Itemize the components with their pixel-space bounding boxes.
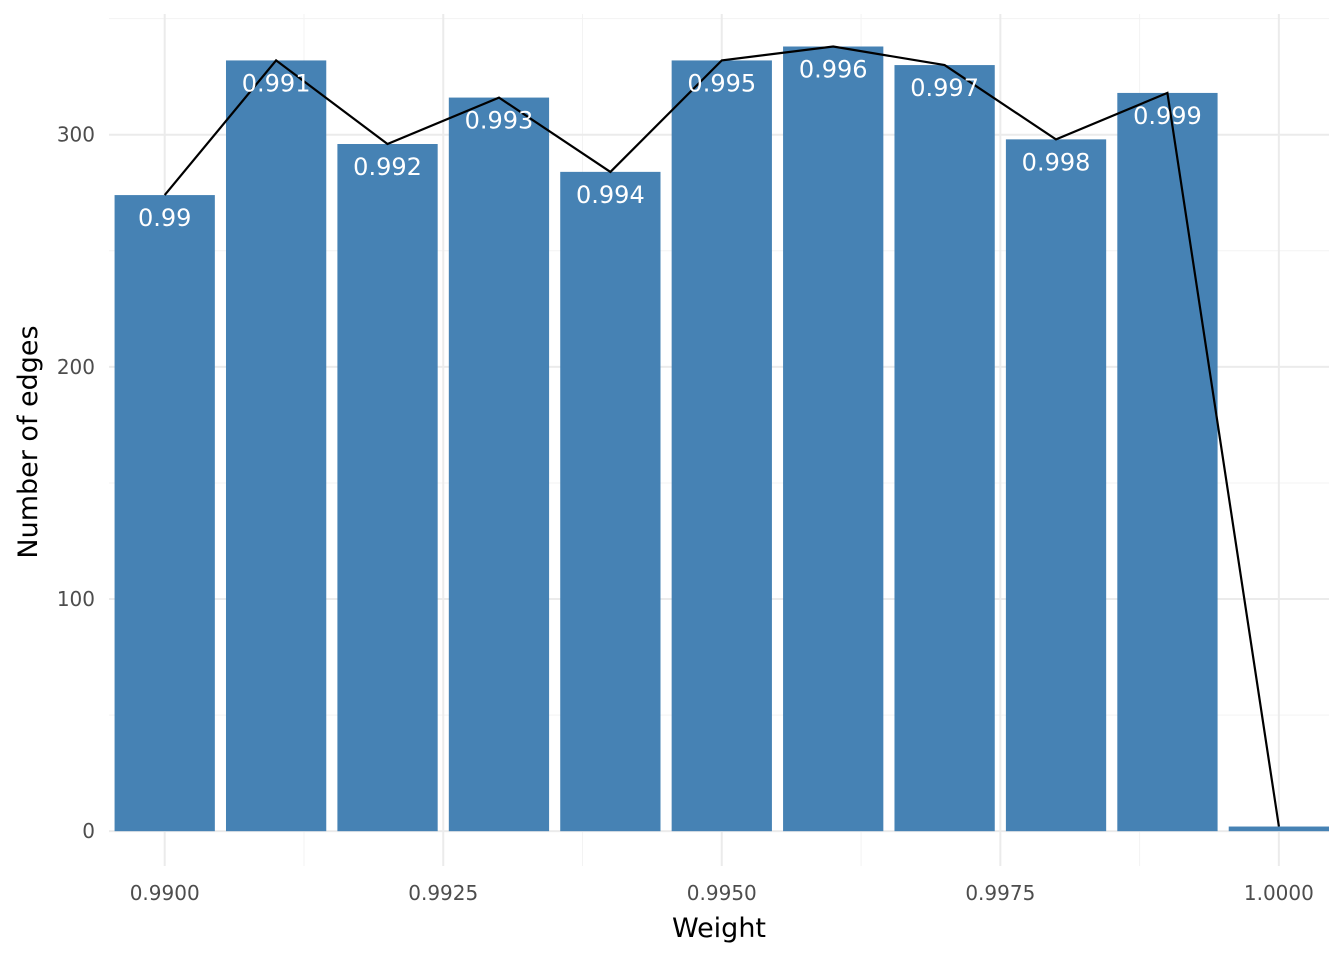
- bar-label: 0.99: [138, 204, 191, 232]
- x-tick-label: 0.9925: [408, 881, 478, 905]
- x-axis-ticks: 0.9900 0.9925 0.9950 0.9975 1.0000: [130, 881, 1314, 905]
- bar-label: 0.992: [353, 153, 422, 181]
- x-tick-label: 0.9900: [130, 881, 200, 905]
- x-tick-label: 0.9950: [687, 881, 757, 905]
- x-tick-label: 0.9975: [965, 881, 1035, 905]
- y-tick-label: 300: [57, 123, 95, 147]
- bar-label: 0.991: [242, 69, 311, 97]
- bar-label: 0.994: [576, 181, 645, 209]
- bar-labels: 0.99 0.991 0.992 0.993 0.994 0.995 0.996 0.997 0…: [138, 56, 1202, 233]
- x-tick-label: 1.0000: [1244, 881, 1314, 905]
- bar: [560, 171, 661, 832]
- bar: [1117, 92, 1218, 832]
- bar: [337, 144, 438, 832]
- bar: [225, 60, 327, 832]
- y-axis-title: Number of edges: [13, 325, 44, 558]
- bar-label: 0.999: [1133, 102, 1202, 130]
- bar-label: 0.998: [1022, 148, 1091, 176]
- x-axis-title: Weight: [672, 913, 766, 944]
- bar: [448, 97, 550, 832]
- bar-label: 0.993: [465, 107, 534, 135]
- bar: [114, 195, 215, 832]
- bar-label: 0.995: [687, 69, 756, 97]
- y-tick-label: 0: [82, 819, 95, 843]
- y-axis-ticks: 0 100 200 300: [57, 123, 95, 843]
- trend-line: [163, 45, 1280, 827]
- bar: [894, 65, 995, 832]
- bar: [1228, 826, 1329, 832]
- bars: [114, 46, 1329, 832]
- trend-line-layer: [163, 45, 1280, 827]
- bar: [783, 46, 884, 832]
- bar: [1005, 139, 1107, 832]
- bar-label: 0.996: [799, 56, 868, 84]
- y-tick-label: 200: [57, 355, 95, 379]
- bar: [671, 60, 772, 832]
- y-tick-label: 100: [57, 587, 95, 611]
- bar-label: 0.997: [910, 74, 979, 102]
